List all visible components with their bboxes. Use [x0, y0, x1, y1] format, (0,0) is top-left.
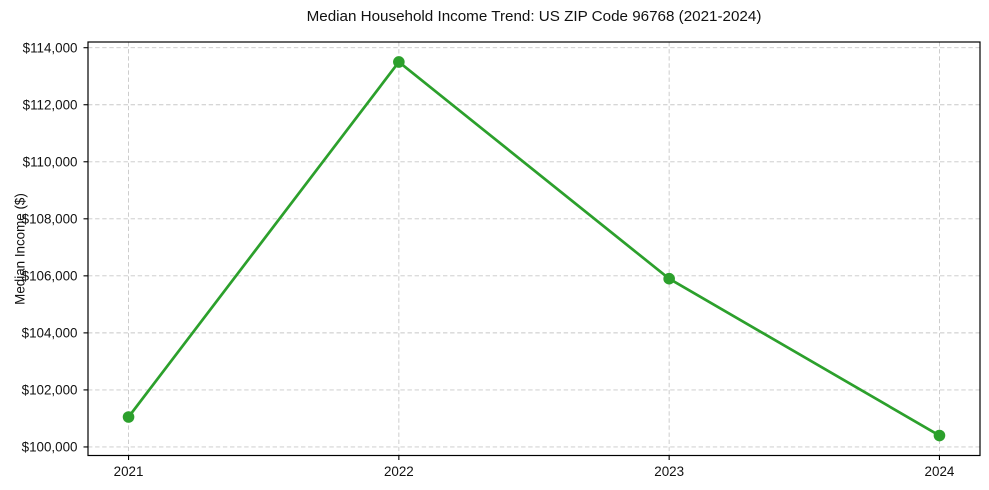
axes-frame [87, 41, 981, 457]
y-tick-label: $114,000 [23, 40, 78, 55]
y-tick-label: $108,000 [22, 212, 78, 227]
data-point-2021 [122, 411, 135, 423]
y-tick-label: $110,000 [23, 154, 78, 169]
x-tick-label: 2022 [384, 464, 414, 479]
data-point-2022 [393, 56, 405, 68]
chart-title: Median Household Income Trend: US ZIP Co… [306, 8, 762, 25]
y-tick-label: $100,000 [22, 440, 78, 455]
data-point-2023 [663, 272, 675, 285]
data-point-2024 [933, 429, 946, 442]
y-tick-label: $102,000 [22, 383, 78, 398]
income-trend-line [127, 60, 941, 437]
x-tick-label: 2023 [654, 464, 684, 479]
y-tick-label: $112,000 [23, 97, 78, 112]
x-tick-label: 2024 [925, 464, 955, 479]
y-tick-label: $104,000 [22, 326, 78, 341]
y-tick-label: $106,000 [22, 269, 78, 284]
x-tick-label: 2021 [114, 464, 144, 479]
